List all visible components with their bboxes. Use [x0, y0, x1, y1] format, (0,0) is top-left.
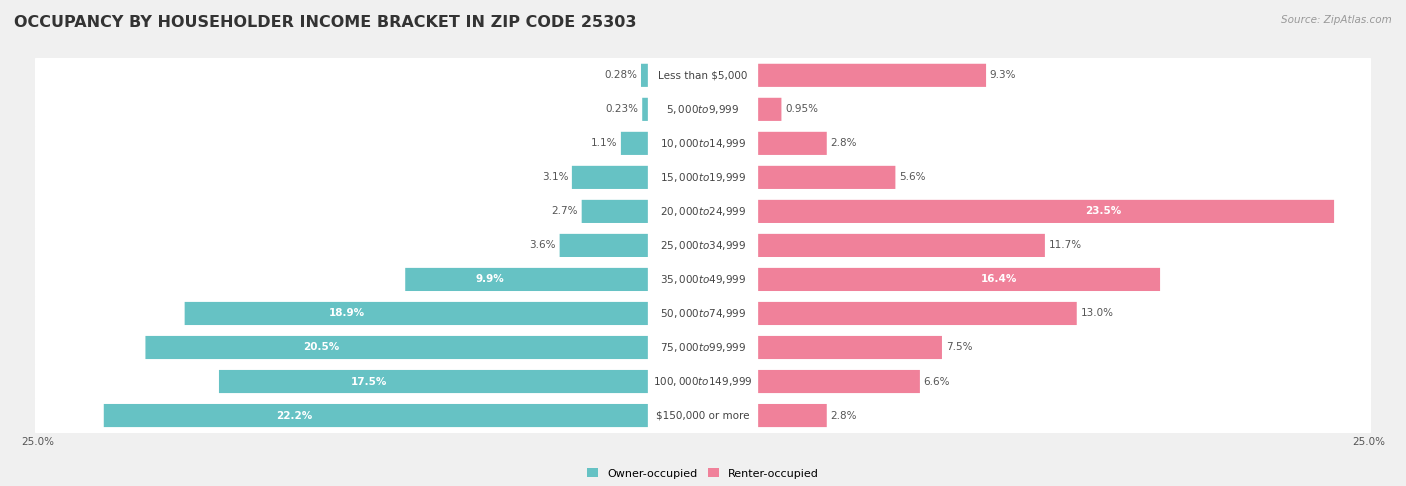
Text: $25,000 to $34,999: $25,000 to $34,999 [659, 239, 747, 252]
FancyBboxPatch shape [34, 125, 1372, 161]
FancyBboxPatch shape [758, 336, 942, 359]
Text: 9.9%: 9.9% [475, 275, 505, 284]
Text: 18.9%: 18.9% [329, 309, 364, 318]
Text: 16.4%: 16.4% [981, 275, 1018, 284]
FancyBboxPatch shape [405, 268, 648, 291]
FancyBboxPatch shape [758, 132, 827, 155]
Text: 23.5%: 23.5% [1085, 207, 1122, 216]
Text: $5,000 to $9,999: $5,000 to $9,999 [666, 103, 740, 116]
Text: 2.8%: 2.8% [831, 411, 856, 420]
FancyBboxPatch shape [34, 227, 1372, 263]
Text: 11.7%: 11.7% [1049, 241, 1081, 250]
FancyBboxPatch shape [34, 330, 1372, 365]
FancyBboxPatch shape [34, 364, 1372, 399]
Text: $15,000 to $19,999: $15,000 to $19,999 [659, 171, 747, 184]
Text: 7.5%: 7.5% [946, 343, 972, 352]
FancyBboxPatch shape [758, 302, 1077, 325]
FancyBboxPatch shape [104, 404, 648, 427]
Text: $20,000 to $24,999: $20,000 to $24,999 [659, 205, 747, 218]
Text: 0.28%: 0.28% [605, 70, 637, 80]
FancyBboxPatch shape [758, 98, 782, 121]
Text: 3.1%: 3.1% [541, 173, 568, 182]
FancyBboxPatch shape [758, 200, 1334, 223]
FancyBboxPatch shape [34, 398, 1372, 434]
FancyBboxPatch shape [621, 132, 648, 155]
FancyBboxPatch shape [34, 159, 1372, 195]
Text: $75,000 to $99,999: $75,000 to $99,999 [659, 341, 747, 354]
FancyBboxPatch shape [641, 64, 648, 87]
Text: 0.95%: 0.95% [785, 104, 818, 114]
FancyBboxPatch shape [184, 302, 648, 325]
FancyBboxPatch shape [34, 57, 1372, 93]
Text: 13.0%: 13.0% [1080, 309, 1114, 318]
Text: 3.6%: 3.6% [530, 241, 555, 250]
FancyBboxPatch shape [758, 64, 986, 87]
Text: $50,000 to $74,999: $50,000 to $74,999 [659, 307, 747, 320]
FancyBboxPatch shape [582, 200, 648, 223]
Text: $100,000 to $149,999: $100,000 to $149,999 [654, 375, 752, 388]
FancyBboxPatch shape [34, 261, 1372, 297]
Text: 0.23%: 0.23% [606, 104, 638, 114]
FancyBboxPatch shape [34, 193, 1372, 229]
Text: 5.6%: 5.6% [898, 173, 925, 182]
Text: Source: ZipAtlas.com: Source: ZipAtlas.com [1281, 15, 1392, 25]
FancyBboxPatch shape [560, 234, 648, 257]
Text: $35,000 to $49,999: $35,000 to $49,999 [659, 273, 747, 286]
Text: 9.3%: 9.3% [990, 70, 1017, 80]
FancyBboxPatch shape [758, 234, 1045, 257]
FancyBboxPatch shape [219, 370, 648, 393]
FancyBboxPatch shape [758, 268, 1160, 291]
FancyBboxPatch shape [145, 336, 648, 359]
Text: 17.5%: 17.5% [352, 377, 387, 386]
FancyBboxPatch shape [572, 166, 648, 189]
FancyBboxPatch shape [758, 166, 896, 189]
Legend: Owner-occupied, Renter-occupied: Owner-occupied, Renter-occupied [582, 464, 824, 483]
Text: 2.8%: 2.8% [831, 139, 856, 148]
Text: 22.2%: 22.2% [276, 411, 312, 420]
FancyBboxPatch shape [758, 404, 827, 427]
FancyBboxPatch shape [643, 98, 648, 121]
Text: 20.5%: 20.5% [304, 343, 339, 352]
FancyBboxPatch shape [758, 370, 920, 393]
Text: 2.7%: 2.7% [551, 207, 578, 216]
FancyBboxPatch shape [34, 295, 1372, 331]
Text: 1.1%: 1.1% [591, 139, 617, 148]
Text: 6.6%: 6.6% [924, 377, 950, 386]
Text: OCCUPANCY BY HOUSEHOLDER INCOME BRACKET IN ZIP CODE 25303: OCCUPANCY BY HOUSEHOLDER INCOME BRACKET … [14, 15, 637, 30]
Text: $10,000 to $14,999: $10,000 to $14,999 [659, 137, 747, 150]
Text: Less than $5,000: Less than $5,000 [658, 70, 748, 80]
FancyBboxPatch shape [34, 91, 1372, 127]
Text: $150,000 or more: $150,000 or more [657, 411, 749, 420]
